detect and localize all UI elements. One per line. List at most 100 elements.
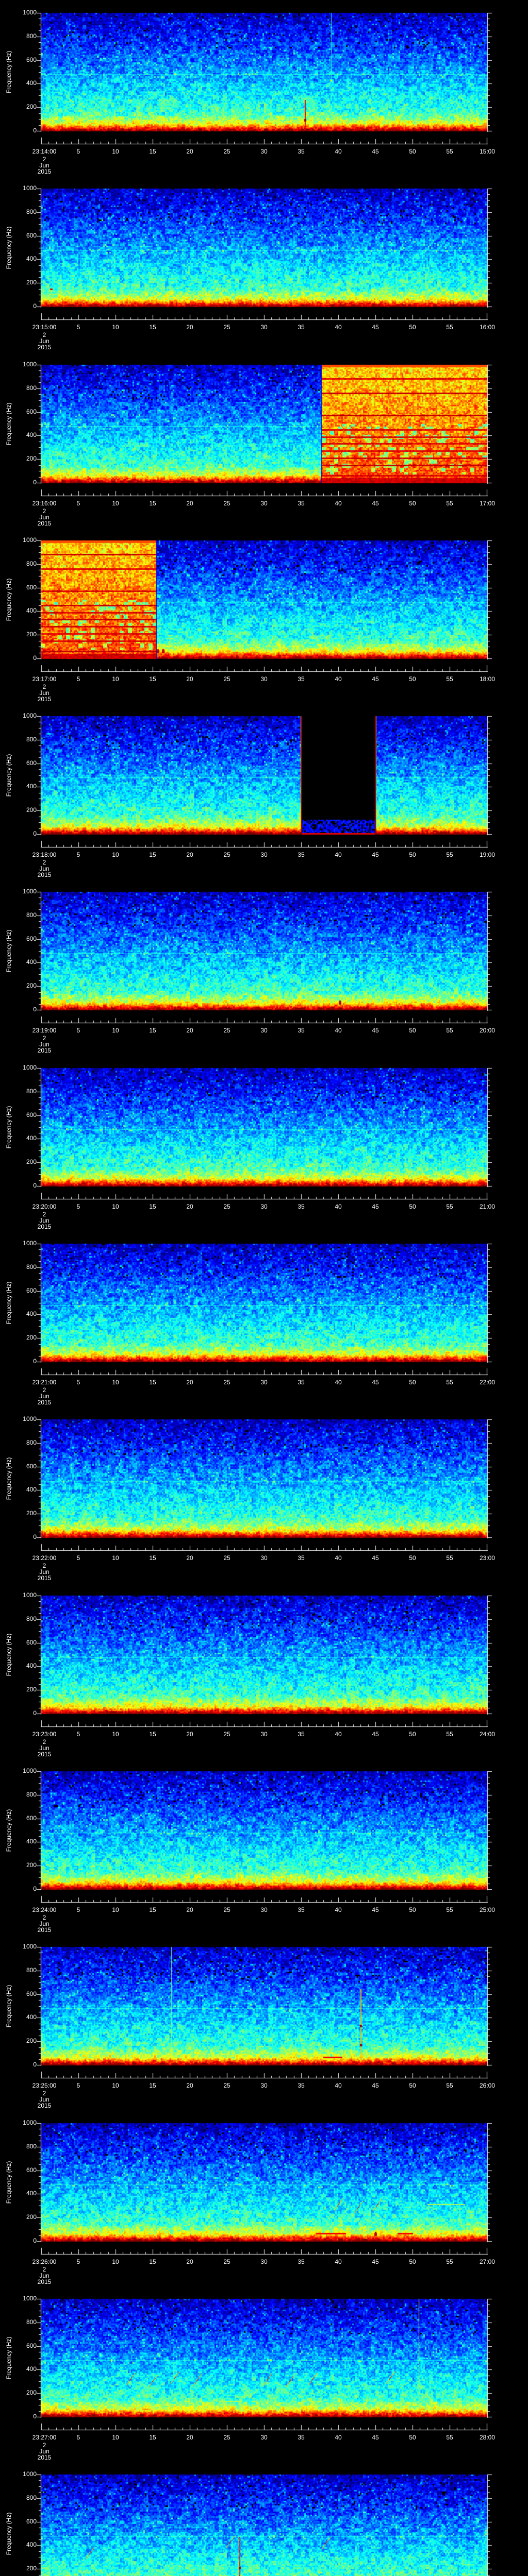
date-line: Jun	[39, 1041, 50, 1048]
x-end-time-label: 26:00	[479, 2082, 496, 2089]
spectrogram-plot-canvas	[0, 2110, 528, 2286]
spectrogram-plot-canvas	[0, 1934, 528, 2110]
y-tick-label: 0	[33, 2237, 37, 2244]
x-tick-label: 40	[335, 1906, 342, 1913]
x-tick-label: 30	[260, 148, 268, 155]
x-tick-label: 45	[372, 500, 379, 507]
x-tick-label: 15	[149, 675, 156, 683]
y-tick-label: 0	[33, 830, 37, 837]
y-axis-title: Frequency (Hz)	[5, 1281, 12, 1325]
date-line: 2015	[37, 2454, 52, 2461]
y-tick-label: 1000	[23, 184, 37, 192]
date-line: 2015	[37, 871, 52, 878]
x-tick-label: 55	[446, 500, 453, 507]
x-tick-label: 15	[149, 2258, 156, 2265]
y-tick-label: 400	[26, 1838, 37, 1845]
x-tick-label: 15	[149, 148, 156, 155]
date-line: 2015	[37, 1751, 52, 1758]
y-tick-label: 0	[33, 1358, 37, 1365]
date-line: Jun	[39, 1920, 50, 1927]
x-tick-label: 45	[372, 2082, 379, 2089]
date-line: Jun	[39, 162, 50, 169]
y-tick-label: 200	[26, 1861, 37, 1869]
x-tick-label: 30	[260, 1203, 268, 1210]
x-tick-label: 45	[372, 324, 379, 331]
x-tick-label: 15	[149, 1379, 156, 1386]
x-tick-label: 10	[112, 2258, 119, 2265]
y-axis-title: Frequency (Hz)	[5, 2161, 12, 2204]
x-tick-label: 45	[372, 1027, 379, 1034]
x-tick-label: 10	[112, 1027, 119, 1034]
date-line: 2015	[37, 1574, 52, 1582]
x-tick-label: 55	[446, 1027, 453, 1034]
x-start-time-label: 23:19:00	[32, 1027, 57, 1034]
x-tick-label: 50	[409, 1731, 416, 1738]
x-tick-label: 45	[372, 1906, 379, 1913]
date-line: Jun	[39, 1568, 50, 1575]
x-tick-label: 5	[76, 500, 80, 507]
x-tick-label: 15	[149, 1203, 156, 1210]
x-tick-label: 25	[223, 2258, 230, 2265]
x-end-time-label: 20:00	[479, 1027, 496, 1034]
date-line: 2	[42, 507, 46, 515]
x-start-time-label: 23:25:00	[32, 2082, 57, 2089]
y-tick-label: 600	[26, 2518, 37, 2525]
date-line: Jun	[39, 1744, 50, 1752]
x-tick-label: 25	[223, 324, 230, 331]
y-tick-label: 1000	[23, 1415, 37, 1422]
x-tick-label: 5	[76, 1027, 80, 1034]
x-tick-label: 25	[223, 1731, 230, 1738]
y-tick-label: 800	[26, 384, 37, 392]
spectrogram-plot-canvas	[0, 703, 528, 879]
y-axis-title: Frequency (Hz)	[5, 402, 12, 446]
y-tick-label: 400	[26, 1662, 37, 1669]
x-tick-label: 50	[409, 675, 416, 683]
y-tick-label: 0	[33, 2413, 37, 2420]
date-line: 2015	[37, 696, 52, 703]
x-tick-label: 30	[260, 1906, 268, 1913]
x-tick-label: 40	[335, 324, 342, 331]
x-tick-label: 30	[260, 851, 268, 858]
x-tick-label: 25	[223, 1203, 230, 1210]
x-tick-label: 40	[335, 148, 342, 155]
x-tick-label: 40	[335, 500, 342, 507]
x-tick-label: 40	[335, 675, 342, 683]
x-tick-label: 35	[298, 2258, 305, 2265]
y-tick-label: 600	[26, 1463, 37, 1470]
y-tick-label: 400	[26, 2013, 37, 2021]
x-tick-label: 40	[335, 2258, 342, 2265]
y-tick-label: 800	[26, 2494, 37, 2501]
x-end-time-label: 23:00	[479, 1554, 496, 1562]
x-tick-label: 40	[335, 1203, 342, 1210]
y-tick-label: 600	[26, 1287, 37, 1294]
x-tick-label: 30	[260, 2434, 268, 2441]
x-tick-label: 35	[298, 851, 305, 858]
x-tick-label: 45	[372, 2434, 379, 2441]
y-tick-label: 1000	[23, 9, 37, 16]
x-tick-label: 20	[186, 851, 193, 858]
y-tick-label: 0	[33, 479, 37, 486]
y-tick-label: 200	[26, 1686, 37, 1693]
y-tick-label: 0	[33, 1885, 37, 1892]
x-tick-label: 20	[186, 675, 193, 683]
x-tick-label: 30	[260, 2082, 268, 2089]
y-tick-label: 200	[26, 279, 37, 286]
date-line: 2015	[37, 344, 52, 351]
y-tick-label: 1000	[23, 536, 37, 544]
x-tick-label: 50	[409, 1554, 416, 1562]
y-tick-label: 400	[26, 2190, 37, 2197]
date-line: Jun	[39, 1217, 50, 1224]
x-tick-label: 35	[298, 1203, 305, 1210]
y-tick-label: 200	[26, 806, 37, 814]
x-tick-label: 55	[446, 2082, 453, 2089]
date-line: 2015	[37, 520, 52, 527]
x-start-time-label: 23:23:00	[32, 1731, 57, 1738]
x-end-time-label: 28:00	[479, 2434, 496, 2441]
x-tick-label: 20	[186, 324, 193, 331]
x-start-time-label: 23:17:00	[32, 675, 57, 683]
date-line: 2	[42, 683, 46, 690]
x-end-time-label: 21:00	[479, 1203, 496, 1210]
y-tick-label: 400	[26, 255, 37, 262]
x-tick-label: 35	[298, 2082, 305, 2089]
x-tick-label: 35	[298, 500, 305, 507]
